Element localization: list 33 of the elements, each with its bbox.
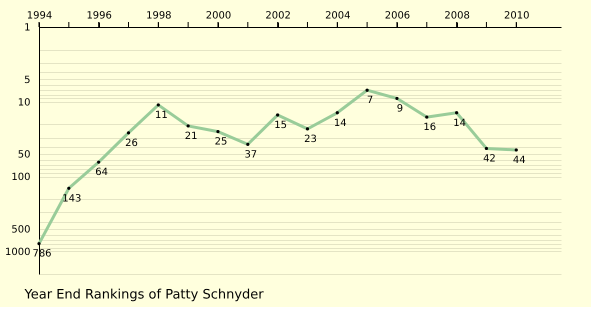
x-tick-label: 1994	[26, 10, 52, 22]
data-label: 14	[453, 118, 466, 129]
data-label: 21	[184, 130, 198, 142]
x-tick-label: 2006	[384, 10, 410, 22]
data-label: 7	[366, 95, 374, 106]
x-tick-label: 1998	[146, 10, 172, 22]
data-label: 25	[214, 136, 228, 148]
text: Year End Rankings of Patty Schnyder	[24, 288, 264, 302]
y-tick-label: 5	[24, 74, 30, 86]
y-tick-label: 1000	[5, 246, 30, 258]
y-tick-label: 10	[18, 97, 30, 108]
x-tick-label: 2004	[325, 10, 351, 22]
data-label: 9	[396, 103, 404, 114]
data-label: 15	[274, 120, 287, 131]
data-label: 23	[304, 134, 317, 145]
data-label: 11	[154, 110, 168, 121]
data-label: 64	[95, 167, 108, 178]
data-label: 26	[125, 138, 138, 149]
x-tick-label: 1996	[86, 10, 112, 22]
y-tick-label: 1	[24, 22, 30, 34]
data-label: 44	[512, 154, 526, 166]
y-tick-label: 500	[11, 224, 30, 236]
y-tick-label: 100	[11, 172, 30, 184]
x-tick-label: 2000	[206, 10, 232, 22]
x-tick-label: 2002	[265, 10, 291, 22]
x-tick-label: 2010	[504, 10, 530, 22]
data-label: 42	[483, 153, 496, 164]
x-tick-label: 2008	[444, 10, 470, 22]
data-label: 16	[423, 122, 436, 134]
y-tick-label: 50	[18, 150, 30, 161]
data-label: 37	[244, 149, 258, 160]
data-label: 14	[334, 118, 347, 129]
data-label: 143	[62, 193, 82, 204]
